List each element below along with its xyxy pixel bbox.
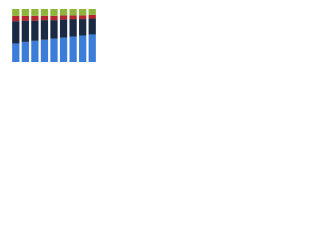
bar-segment — [31, 9, 39, 16]
bar-segment — [21, 9, 29, 16]
bar-segment — [40, 20, 49, 40]
bar-segment — [79, 9, 87, 16]
bar-segment — [50, 20, 58, 39]
bar-segment — [12, 43, 20, 62]
bar-segment — [31, 15, 39, 21]
bar-segment — [50, 38, 58, 62]
bar-segment — [88, 14, 96, 19]
bar-segment — [59, 37, 68, 62]
bar-segment — [31, 20, 39, 41]
bar-segment — [40, 9, 49, 16]
bar-segment — [88, 18, 96, 35]
bar-segment — [21, 20, 29, 42]
bar-segment — [21, 41, 29, 62]
bar-segment — [59, 9, 68, 16]
page: (() => { const data = JSON.parse(documen… — [0, 0, 320, 71]
bar-segment — [69, 15, 77, 20]
bar-segment — [40, 15, 49, 21]
bar-segment — [69, 19, 77, 37]
bar-segment — [79, 15, 87, 20]
bar-segment — [79, 35, 87, 62]
bar-segment — [88, 9, 96, 15]
bar-segment — [12, 21, 20, 44]
bar-segment — [88, 34, 96, 62]
bar-segment — [31, 40, 39, 62]
bar-segment — [79, 19, 87, 36]
bar-segment — [59, 15, 68, 20]
bar-segment — [50, 9, 58, 16]
bar-segment — [40, 39, 49, 62]
bar-segment — [21, 15, 29, 21]
bar-segment — [12, 15, 20, 22]
chart — [12, 9, 96, 62]
bar-segment — [69, 9, 77, 16]
bar-segment — [69, 36, 77, 62]
bar-segment — [59, 19, 68, 38]
bar-segment — [50, 15, 58, 21]
bar-segment — [12, 9, 20, 16]
